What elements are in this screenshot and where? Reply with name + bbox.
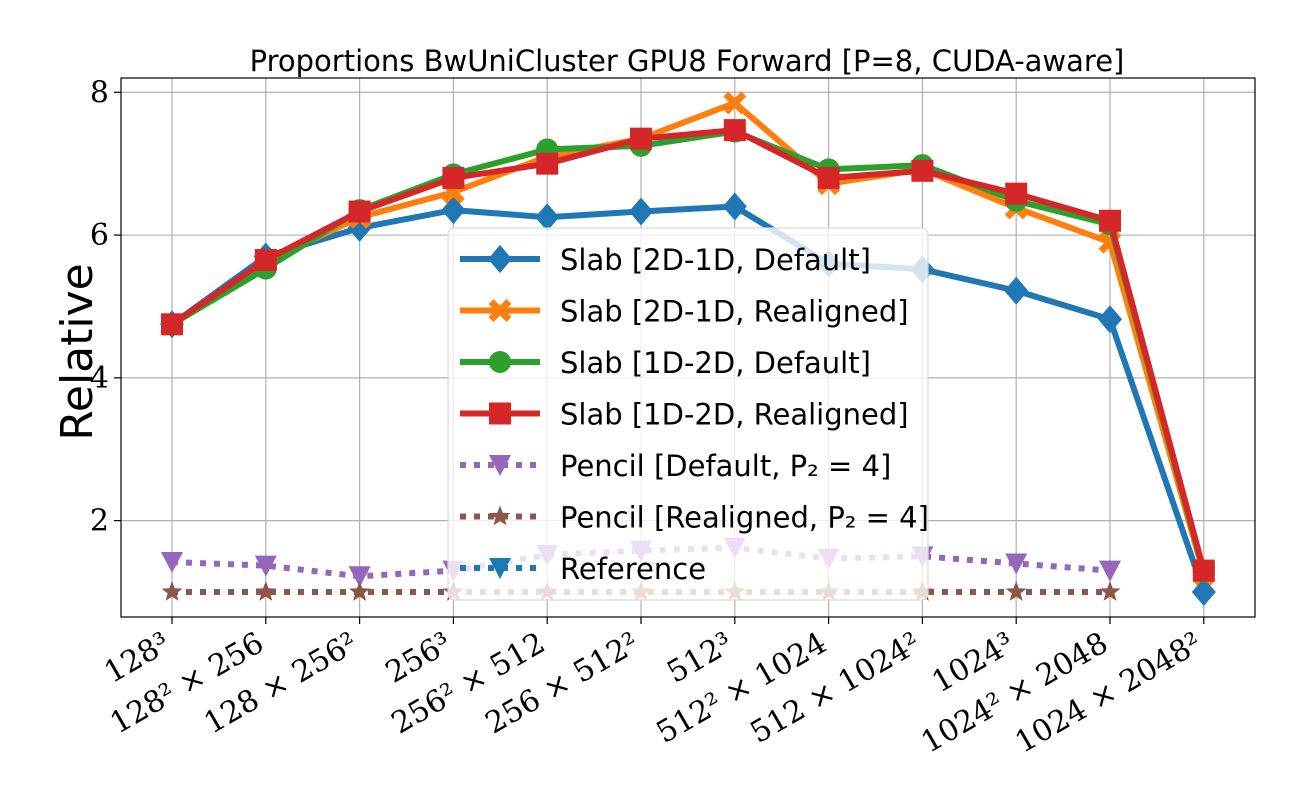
legend-marker [489, 455, 511, 476]
chart-title: Proportions BwUniCluster GPU8 Forward [P… [250, 44, 1125, 78]
legend-marker [488, 299, 512, 322]
data-point [723, 119, 746, 142]
data-point [255, 581, 277, 601]
data-point [442, 166, 465, 189]
legend-item: Reference [460, 552, 706, 586]
series-line [170, 203, 1207, 593]
data-point [254, 555, 277, 577]
data-point [161, 313, 183, 336]
data-point [1004, 276, 1029, 305]
legend-item: Slab [1D-2D, Realigned] [460, 398, 909, 432]
y-tick-label: 2 [90, 504, 109, 539]
data-point [348, 200, 371, 223]
series-line [170, 99, 1207, 575]
data-point [722, 192, 747, 221]
series-3 [161, 119, 1215, 582]
series-line [170, 127, 1207, 572]
legend-label: Slab [1D-2D, Realigned] [560, 398, 909, 432]
series-line [171, 544, 1111, 580]
y-axis-label: Relative [52, 263, 103, 440]
legend-label: Slab [1D-2D, Default] [560, 346, 871, 380]
data-point [161, 581, 183, 601]
data-point [1099, 581, 1121, 601]
legend-item: Pencil [Realigned, P₂ = 4] [460, 501, 929, 535]
legend-box [447, 227, 929, 601]
data-point [161, 552, 183, 574]
data-point [629, 197, 653, 226]
legend-item: Slab [2D-1D, Realigned] [460, 295, 909, 329]
legend-label: Reference [560, 552, 706, 586]
data-point [349, 581, 371, 601]
data-point [723, 91, 747, 115]
legend: Slab [2D-1D, Default] Slab [2D-1D, Realig… [447, 227, 929, 601]
data-point [1005, 182, 1028, 205]
data-point [348, 566, 371, 588]
data-point [536, 152, 559, 175]
y-tick-label: 8 [90, 75, 109, 110]
legend-label: Pencil [Realigned, P₂ = 4] [560, 501, 929, 535]
data-point [254, 249, 277, 272]
legend-marker [489, 558, 511, 579]
y-tick-label: 6 [90, 218, 109, 253]
data-point [535, 203, 560, 232]
plot-frame [120, 77, 1256, 618]
data-point [817, 166, 840, 189]
data-point [1005, 553, 1028, 575]
data-point [1099, 209, 1121, 232]
legend-label: Slab [2D-1D, Default] [560, 243, 871, 277]
data-point [1099, 560, 1121, 582]
series-layer [160, 91, 1216, 607]
legend-marker [489, 505, 511, 526]
legend-label: Slab [2D-1D, Realigned] [560, 295, 909, 329]
data-point [630, 127, 652, 150]
legend-item: Slab [1D-2D, Default] [460, 346, 871, 380]
legend-marker [488, 245, 512, 273]
data-point [1192, 559, 1215, 582]
legend-marker [489, 402, 511, 425]
data-point [1098, 305, 1122, 334]
legend-label: Pencil [Default, P₂ = 4] [560, 449, 891, 483]
legend-item: Slab [2D-1D, Default] [460, 243, 871, 277]
y-tick-label: 4 [90, 361, 109, 396]
legend-marker [489, 351, 511, 373]
data-point [1005, 581, 1027, 601]
data-point [911, 159, 934, 182]
y-ticks: 2 4 6 8 [90, 75, 121, 539]
legend-item: Pencil [Default, P₂ = 4] [460, 449, 891, 483]
